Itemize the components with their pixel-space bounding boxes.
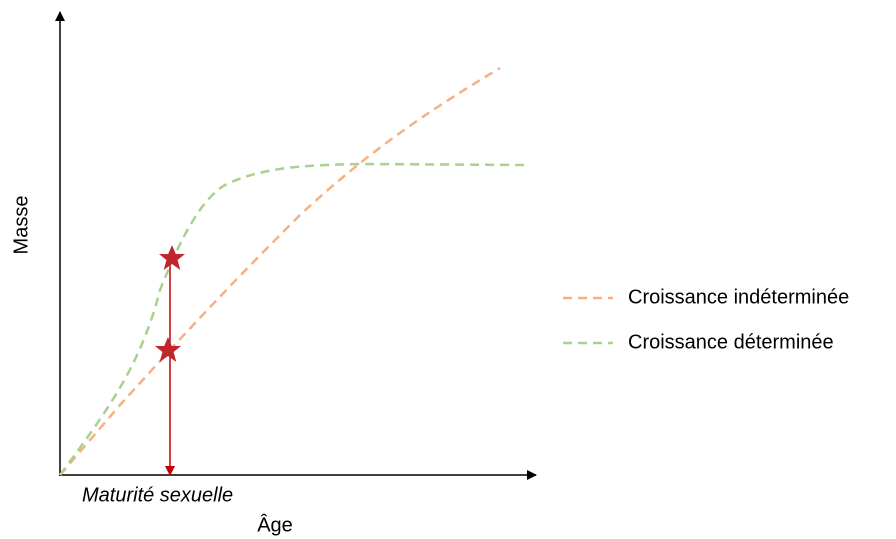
- legend-label: Croissance déterminée: [628, 331, 834, 353]
- indeterminate-curve: [59, 66, 501, 476]
- annotation: Maturité sexuelle: [82, 484, 233, 506]
- star: [159, 245, 185, 270]
- x-axis-label: Âge: [257, 513, 293, 536]
- star: [155, 337, 181, 362]
- determinate-curve: [58, 162, 526, 476]
- y-axis-label: Masse: [10, 196, 32, 255]
- legend-label: Croissance indéterminée: [628, 286, 849, 308]
